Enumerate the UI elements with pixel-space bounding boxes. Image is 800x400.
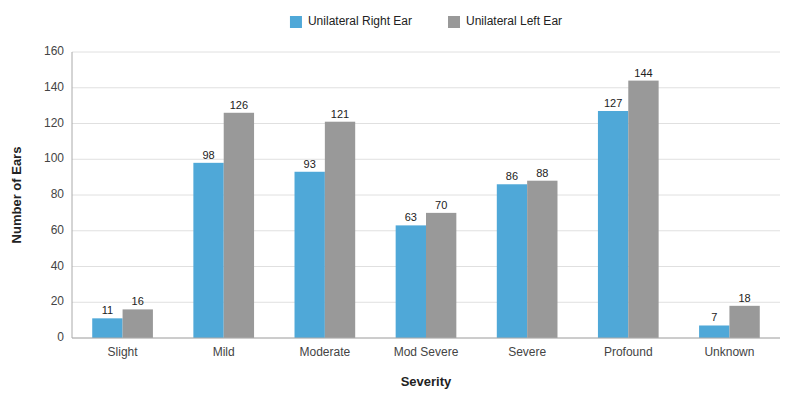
data-label: 16: [132, 295, 144, 307]
grid-line: [72, 159, 780, 160]
grid-line: [72, 52, 780, 53]
legend-swatch: [290, 16, 302, 28]
y-tick-label: 60: [51, 223, 65, 237]
x-tick-label: Slight: [108, 345, 139, 359]
y-tick-label: 0: [57, 330, 64, 344]
legend-item: Unilateral Right Ear: [290, 14, 412, 28]
x-tick-label: Mild: [213, 345, 235, 359]
bar: [527, 181, 557, 338]
x-tick-label: Profound: [604, 345, 653, 359]
data-label: 70: [435, 199, 447, 211]
bar: [426, 213, 456, 338]
bar: [699, 325, 729, 338]
data-label: 98: [202, 149, 214, 161]
bar: [92, 318, 122, 338]
legend-item: Unilateral Left Ear: [448, 14, 562, 28]
bar: [497, 184, 527, 338]
bar: [123, 309, 153, 338]
data-label: 126: [230, 99, 248, 111]
x-axis-line: [72, 338, 780, 339]
data-label: 63: [405, 211, 417, 223]
y-axis-line: [72, 52, 73, 338]
grid-line: [72, 123, 780, 124]
bar: [729, 306, 759, 338]
legend-label: Unilateral Right Ear: [308, 14, 412, 28]
x-ticks: Slight Mild Moderate Mod Severe Severe Profou…: [108, 345, 755, 359]
y-tick-label: 80: [51, 187, 65, 201]
page: {"chart_data": {"type": "bar", "xlabel":…: [0, 0, 800, 400]
data-label: 18: [738, 292, 750, 304]
data-labels: 11 98 93 63 86 127 7 16 126 121 70 88 144 18: [102, 67, 751, 324]
x-tick-label: Unknown: [704, 345, 754, 359]
y-tick-label: 100: [44, 151, 64, 165]
data-label: 121: [331, 108, 349, 120]
bar: [295, 172, 325, 338]
y-tick-label: 120: [44, 116, 64, 130]
legend-label: Unilateral Left Ear: [466, 14, 562, 28]
bar: [396, 225, 426, 338]
y-tick-label: 160: [44, 44, 64, 58]
bar: [598, 111, 628, 338]
bars: [92, 81, 760, 338]
bar: [628, 81, 658, 338]
grid-line: [72, 195, 780, 196]
y-tick-label: 20: [51, 294, 65, 308]
data-label: 127: [604, 97, 622, 109]
y-axis-label: Number of Ears: [9, 147, 24, 244]
x-tick-label: Mod Severe: [394, 345, 459, 359]
data-label: 7: [711, 311, 717, 323]
data-label: 11: [102, 304, 113, 316]
legend: Unilateral Right Ear Unilateral Left Ear: [290, 14, 562, 28]
y-tick-label: 140: [44, 80, 64, 94]
y-ticks: 0 20 40 60 80 100 120 140 160: [44, 44, 64, 344]
bar: [325, 122, 355, 338]
x-tick-label: Moderate: [300, 345, 351, 359]
x-axis-label: Severity: [401, 374, 452, 389]
data-label: 88: [536, 167, 548, 179]
chart-svg: 0 20 40 60 80 100 120 140 160 11 98 93 63 86 127 7 16 126…: [0, 0, 800, 400]
data-label: 144: [634, 67, 652, 79]
grid: [72, 52, 780, 338]
bar: [193, 163, 223, 338]
data-label: 93: [304, 158, 316, 170]
grid-line: [72, 338, 780, 339]
data-label: 86: [506, 170, 518, 182]
grid-line: [72, 87, 780, 88]
legend-swatch: [448, 16, 460, 28]
x-tick-label: Severe: [508, 345, 546, 359]
y-tick-label: 40: [51, 259, 65, 273]
bar: [224, 113, 254, 338]
chart-container: 0 20 40 60 80 100 120 140 160 11 98 93 63 86 127 7 16 126…: [0, 0, 800, 400]
axes: [72, 52, 780, 338]
